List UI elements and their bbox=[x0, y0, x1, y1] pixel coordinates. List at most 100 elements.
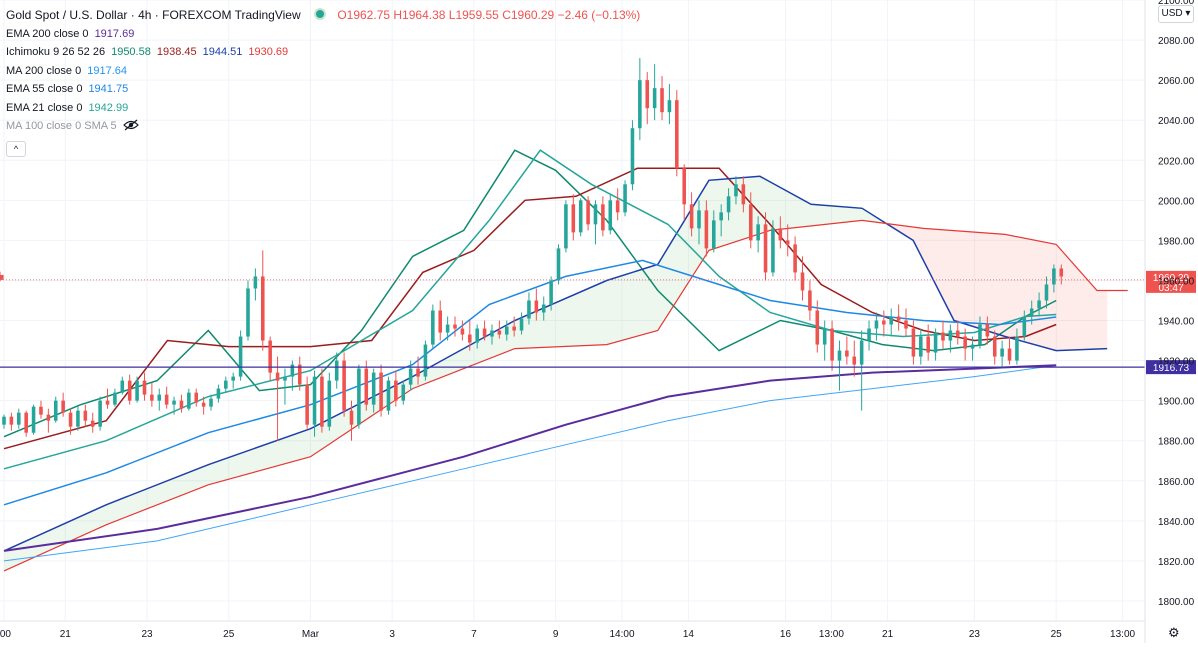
ichimoku-cloud-segment bbox=[9, 546, 15, 569]
candle-body bbox=[394, 380, 398, 401]
ema55-line bbox=[3, 259, 1057, 506]
ohlc-open: O1962.75 bbox=[337, 8, 391, 22]
x-tick-label: 25 bbox=[1051, 629, 1063, 640]
ichimoku-cloud-segment bbox=[85, 511, 91, 535]
indicator-row[interactable]: EMA 55 close 0 1941.75 bbox=[6, 80, 640, 99]
y-tick-label: 1880.00 bbox=[1158, 437, 1195, 448]
candle-body bbox=[689, 204, 694, 229]
ichimoku-cloud-segment bbox=[652, 264, 658, 332]
ichimoku-cloud-segment bbox=[1056, 244, 1062, 351]
candle-body bbox=[601, 204, 605, 231]
ichimoku-cloud-segment bbox=[545, 304, 551, 348]
candle-body bbox=[364, 368, 369, 405]
indicator-row[interactable]: EMA 200 close 0 1917.69 bbox=[6, 25, 640, 44]
interval[interactable]: 4h bbox=[138, 8, 152, 22]
ichimoku-cloud-segment bbox=[954, 230, 960, 323]
eye-hidden-icon[interactable] bbox=[122, 119, 139, 138]
candle-body bbox=[31, 406, 36, 433]
candle-body bbox=[157, 394, 162, 401]
ohlc-low: L1959.55 bbox=[448, 8, 499, 22]
currency-select[interactable]: USD ▾ bbox=[1158, 5, 1194, 23]
ichimoku-cloud-segment bbox=[744, 177, 750, 239]
candle-body bbox=[2, 416, 6, 425]
candle-body bbox=[556, 248, 561, 281]
candle-body bbox=[704, 210, 709, 249]
collapse-legend-button[interactable]: ^ bbox=[6, 140, 26, 157]
ichimoku-cloud-segment bbox=[780, 187, 786, 230]
ma200-line bbox=[3, 364, 1057, 562]
ichimoku-cloud-segment bbox=[330, 415, 336, 444]
ichimoku-cloud-segment bbox=[908, 226, 914, 241]
candle-body bbox=[0, 274, 4, 280]
ichimoku-cloud-segment bbox=[274, 439, 280, 467]
symbol-row: Gold Spot / U.S. Dollar · 4h · FOREXCOM … bbox=[6, 8, 641, 22]
candle-body bbox=[297, 364, 302, 385]
candle-body bbox=[334, 360, 339, 381]
ichimoku-cloud-segment bbox=[622, 274, 628, 341]
candle-body bbox=[882, 320, 886, 325]
candle-body bbox=[1052, 268, 1056, 285]
ichimoku-cloud-segment bbox=[244, 450, 250, 475]
candle-body bbox=[379, 372, 383, 411]
candle-body bbox=[933, 332, 938, 353]
ema21-line bbox=[3, 149, 1057, 470]
ichimoku-cloud-segment bbox=[218, 459, 224, 482]
candle-body bbox=[460, 328, 465, 335]
ichimoku-cloud-segment bbox=[4, 548, 10, 571]
ichimoku-cloud-segment bbox=[759, 176, 766, 234]
ichimoku-cloud-segment bbox=[249, 448, 255, 474]
indicator-value: 1942.99 bbox=[88, 101, 129, 114]
ichimoku-cloud-segment bbox=[846, 207, 852, 223]
y-tick-label: 2040.00 bbox=[1158, 116, 1195, 127]
ichimoku-cloud-segment bbox=[1051, 243, 1057, 351]
indicator-row[interactable]: MA 100 close 0 SMA 5 bbox=[6, 117, 640, 138]
candle-body bbox=[1000, 348, 1004, 357]
indicator-row[interactable]: EMA 21 close 0 1942.99 bbox=[6, 99, 640, 118]
ichimoku-cloud-segment bbox=[775, 184, 781, 230]
ichimoku-cloud-segment bbox=[999, 234, 1006, 337]
candle-body bbox=[24, 412, 28, 433]
candle-body bbox=[39, 406, 43, 415]
ichimoku-cloud-segment bbox=[39, 532, 45, 555]
ichimoku-cloud-segment bbox=[295, 432, 301, 461]
symbol-name[interactable]: Gold Spot / U.S. Dollar bbox=[6, 8, 128, 22]
ichimoku-cloud-segment bbox=[60, 523, 66, 546]
indicator-row[interactable]: MA 200 close 0 1917.64 bbox=[6, 62, 640, 81]
ichimoku-cloud-segment bbox=[514, 318, 520, 349]
candle-body bbox=[357, 368, 361, 425]
candle-body bbox=[127, 380, 132, 401]
ichimoku-cloud-segment bbox=[1086, 278, 1092, 350]
candle-body bbox=[741, 184, 746, 205]
candle-body bbox=[16, 412, 21, 425]
ichimoku-cloud-segment bbox=[795, 195, 801, 228]
candle-body bbox=[61, 400, 65, 413]
candle-body bbox=[837, 350, 842, 361]
candle-body bbox=[808, 290, 812, 311]
ichimoku-cloud-segment bbox=[473, 340, 480, 365]
ichimoku-cloud-segment bbox=[586, 287, 592, 346]
candle-body bbox=[970, 344, 975, 349]
ichimoku-cloud-segment bbox=[989, 233, 995, 334]
candle-body bbox=[719, 212, 723, 221]
candle-body bbox=[386, 380, 391, 411]
ichimoku-cloud-segment bbox=[1030, 239, 1036, 345]
ichimoku-cloud-segment bbox=[90, 509, 96, 532]
ichimoku-cloud-segment bbox=[29, 537, 35, 560]
candle-body bbox=[992, 336, 997, 357]
indicator-row[interactable]: Ichimoku 9 26 52 26 1950.58 1938.45 1944.51… bbox=[6, 43, 640, 62]
settings-button[interactable]: ⚙ bbox=[1168, 625, 1180, 640]
candle-body bbox=[948, 330, 953, 341]
candle-body bbox=[623, 184, 627, 213]
ichimoku-cloud-segment bbox=[785, 190, 791, 229]
candle-body bbox=[645, 80, 650, 109]
y-tick-label: 1960.00 bbox=[1158, 276, 1195, 287]
ichimoku-cloud-segment bbox=[75, 516, 81, 539]
ichimoku-cloud-segment bbox=[44, 530, 50, 553]
candle-body bbox=[512, 326, 516, 331]
ichimoku-cloud-segment bbox=[315, 423, 321, 454]
candle-body bbox=[978, 324, 982, 345]
candle-body bbox=[164, 394, 169, 405]
candle-body bbox=[497, 330, 502, 335]
